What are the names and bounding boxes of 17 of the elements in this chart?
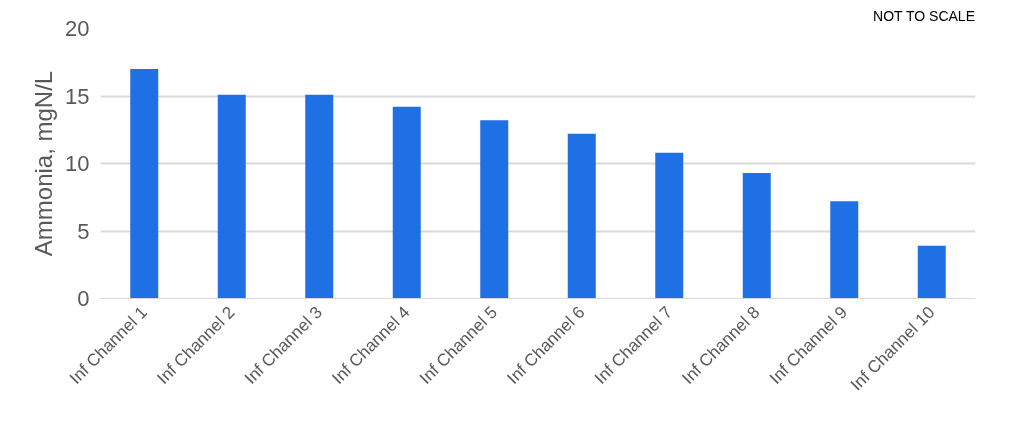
y-tick-label: 0: [77, 286, 90, 311]
bar: [917, 245, 946, 299]
y-tick-label: 10: [65, 151, 90, 176]
y-tick-label: 5: [77, 218, 90, 244]
bar: [567, 133, 596, 299]
bar: [480, 120, 509, 299]
bar: [217, 94, 246, 299]
bar: [655, 152, 684, 299]
bar: [392, 106, 421, 299]
text: NOT TO SCALE: [873, 7, 976, 24]
y-axis-title: Ammonia, mgN/L: [30, 70, 58, 257]
bar: [830, 201, 859, 299]
bar: [305, 94, 334, 299]
bar: [130, 69, 159, 299]
bar: [742, 172, 771, 299]
y-tick-label: 20: [65, 16, 90, 41]
y-tick-label: 15: [65, 83, 90, 109]
